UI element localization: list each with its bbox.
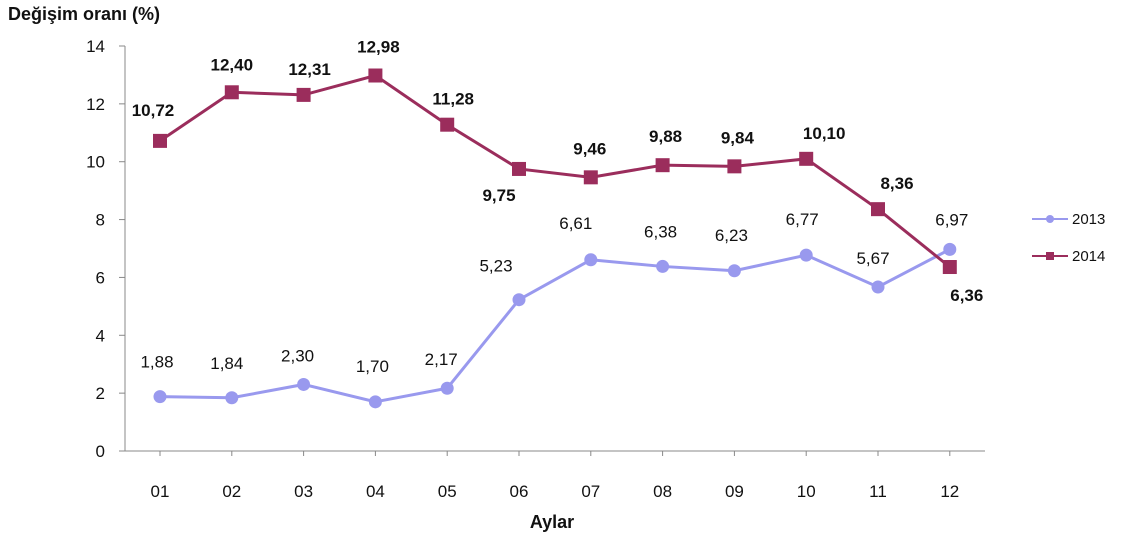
x-tick-label: 12 — [940, 482, 959, 501]
y-tick-label: 14 — [86, 37, 105, 56]
series-2013-point — [297, 377, 311, 391]
series-2013-data-label: 1,70 — [356, 357, 389, 376]
x-tick-label: 09 — [725, 482, 744, 501]
series-2014-data-label: 9,84 — [721, 128, 755, 147]
series-2014-point — [583, 170, 598, 185]
legend-marker — [1046, 215, 1054, 223]
legend-item-2014: 2014 — [1032, 248, 1105, 265]
series-2013-point — [440, 381, 454, 395]
series-2014-data-label: 9,46 — [573, 139, 606, 158]
series-2013-data-label: 6,23 — [715, 226, 748, 245]
series-2013-data-label: 1,88 — [140, 353, 173, 372]
legend-marker — [1046, 252, 1054, 260]
series-2013-data-label: 6,97 — [935, 210, 968, 229]
series-2014-data-label: 6,36 — [950, 286, 983, 305]
y-tick-label: 10 — [86, 153, 105, 172]
series-2013-data-label: 5,23 — [479, 257, 512, 276]
series-2014-point — [871, 202, 885, 217]
x-tick-label: 01 — [151, 482, 170, 501]
series-2013-point — [225, 391, 239, 405]
series-2014: 10,72 12,40 12,31 12,98 11,28 9,75 9,46 9,88 9,8… — [132, 38, 984, 306]
x-tick-label: 05 — [438, 482, 457, 501]
series-2013-point — [727, 264, 741, 278]
x-tick-label: 07 — [581, 482, 600, 501]
series-2013-data-label: 2,30 — [281, 346, 314, 365]
series-2014-point — [296, 87, 311, 102]
series-2013-line — [159, 248, 951, 404]
series-2014-data-label: 9,75 — [482, 186, 515, 205]
series-2014-data-label: 9,88 — [649, 127, 682, 146]
series-2014-point — [942, 260, 957, 275]
series-2014-line — [159, 73, 951, 269]
series-2014-point — [512, 161, 526, 176]
series-2013-point — [584, 253, 598, 267]
legend-label: 2014 — [1072, 248, 1105, 265]
series-2014-data-label: 8,36 — [880, 174, 913, 193]
series-2013-data-label: 2,17 — [425, 350, 458, 369]
series-2014-point — [727, 159, 742, 174]
series-2014-point — [224, 85, 239, 100]
series-2014-data-label: 11,28 — [432, 90, 474, 109]
series-2013-point — [153, 390, 167, 404]
series-2013-point — [871, 280, 885, 294]
y-tick-label: 2 — [96, 384, 105, 403]
series-2013-point — [943, 242, 957, 256]
legend-label: 2013 — [1072, 211, 1105, 228]
x-tick-label: 10 — [797, 482, 816, 501]
series-2013-data-label: 6,61 — [559, 214, 592, 233]
series-2013-point — [512, 293, 526, 307]
series-2013-data-label: 5,67 — [856, 249, 889, 268]
series-2013-point — [368, 395, 382, 409]
x-tick-label: 03 — [294, 482, 313, 501]
x-axis-title: Aylar — [530, 512, 574, 532]
y-tick-label: 8 — [96, 211, 105, 230]
x-tick-label: 02 — [222, 482, 241, 501]
series-2013-data-label: 1,84 — [210, 354, 243, 373]
series-2014-point — [799, 151, 814, 166]
x-tick-label: 04 — [366, 482, 385, 501]
y-axis-title: Değişim oranı (%) — [8, 4, 160, 24]
series-2014-point — [368, 68, 383, 83]
legend-item-2013: 2013 — [1032, 211, 1105, 228]
series-2014-data-label: 12,40 — [211, 55, 254, 74]
series-2014-point — [440, 117, 455, 132]
legend: 2013 2014 — [1032, 211, 1105, 265]
series-2014-data-label: 10,72 — [132, 101, 175, 120]
series-2013-point — [656, 259, 670, 273]
series-2013-point — [799, 248, 813, 262]
x-tick-label: 11 — [869, 482, 887, 501]
x-tick-label: 06 — [510, 482, 529, 501]
series-layer: 1,88 1,84 2,30 1,70 2,17 5,23 6,61 6,38 6,23 6,77… — [132, 38, 984, 409]
series-2014-data-label: 10,10 — [803, 124, 846, 143]
y-tick-label: 0 — [96, 442, 105, 461]
series-2014-data-label: 12,98 — [357, 38, 400, 57]
series-2014-point — [655, 158, 670, 173]
series-2014-point — [153, 133, 167, 148]
y-tick-label: 4 — [96, 326, 105, 345]
series-2013-data-label: 6,38 — [644, 222, 677, 241]
series-2013: 1,88 1,84 2,30 1,70 2,17 5,23 6,61 6,38 6,23 6,77… — [140, 210, 968, 409]
x-tick-label: 08 — [653, 482, 672, 501]
y-tick-label: 12 — [86, 95, 105, 114]
y-tick-label: 6 — [96, 268, 105, 287]
series-2014-data-label: 12,31 — [288, 60, 331, 79]
series-2013-data-label: 6,77 — [786, 210, 819, 229]
